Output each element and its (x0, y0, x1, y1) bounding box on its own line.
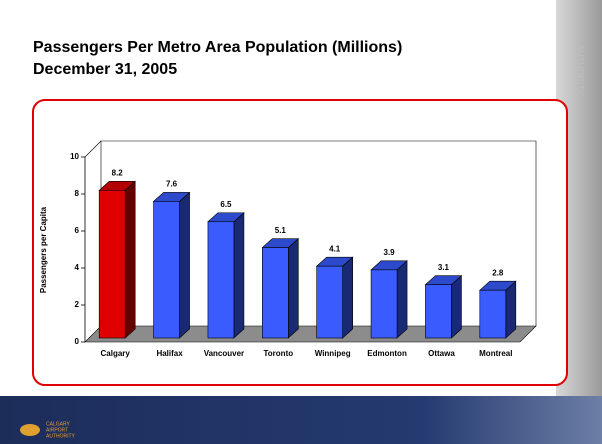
y-axis-label: Passengers per Capita (39, 206, 48, 293)
y-tick-label: 4 (75, 263, 80, 272)
bar (424, 274, 463, 339)
data-label: 7.6 (166, 180, 178, 189)
bar (261, 237, 300, 339)
bar-front (316, 265, 343, 339)
bar-side (342, 256, 353, 339)
y-tick-label: 8 (75, 189, 80, 198)
bar-side (179, 191, 190, 339)
bar-front (479, 289, 507, 339)
bar (152, 191, 191, 339)
bar (98, 180, 136, 339)
chart-title: Passengers Per Metro Area Population (Mi… (33, 39, 402, 56)
x-tick-label: Ottawa (428, 349, 455, 358)
bar-side (505, 280, 517, 339)
bar-front (98, 190, 126, 339)
bar-side (396, 260, 408, 339)
bar (207, 212, 245, 339)
bar (370, 260, 408, 339)
y-tick-label: 0 (75, 337, 80, 346)
bar-side (451, 274, 462, 339)
bar-front (370, 269, 398, 339)
logo-text: AUTHORITY (46, 433, 76, 439)
x-tick-label: Vancouver (204, 349, 244, 358)
x-tick-label: Montreal (479, 349, 512, 358)
logo-text: CALGARY (46, 421, 70, 427)
data-label: 3.9 (384, 248, 396, 257)
side-text: AUTHORITY (576, 44, 586, 96)
logo-icon (20, 424, 40, 436)
y-tick-label: 10 (70, 152, 79, 161)
x-tick-label: Edmonton (367, 349, 407, 358)
data-label: 4.1 (329, 244, 341, 253)
x-tick-label: Winnipeg (315, 349, 351, 358)
bar-side (124, 180, 136, 339)
bar-front (262, 247, 289, 339)
y-axis-top (84, 140, 102, 158)
y-tick-label: 2 (75, 300, 80, 309)
y-tick-label: 6 (75, 226, 80, 235)
bar-front (153, 201, 180, 339)
bar (479, 280, 517, 339)
data-label: 8.2 (112, 168, 124, 177)
bar-front (425, 284, 452, 339)
bar (315, 256, 354, 339)
data-label: 2.8 (492, 268, 504, 277)
floor (84, 325, 537, 343)
data-label: 3.1 (438, 263, 450, 272)
bar-front (207, 221, 235, 339)
x-tick-label: Toronto (264, 349, 294, 358)
x-tick-label: Halifax (156, 349, 183, 358)
chart-subtitle: December 31, 2005 (33, 61, 177, 78)
data-label: 6.5 (220, 200, 232, 209)
footer-bar (0, 396, 602, 444)
data-label: 5.1 (275, 226, 287, 235)
x-tick-label: Calgary (101, 349, 131, 358)
bar-side (233, 212, 245, 339)
bar-side (288, 237, 299, 339)
logo-text: AIRPORT (46, 427, 68, 433)
